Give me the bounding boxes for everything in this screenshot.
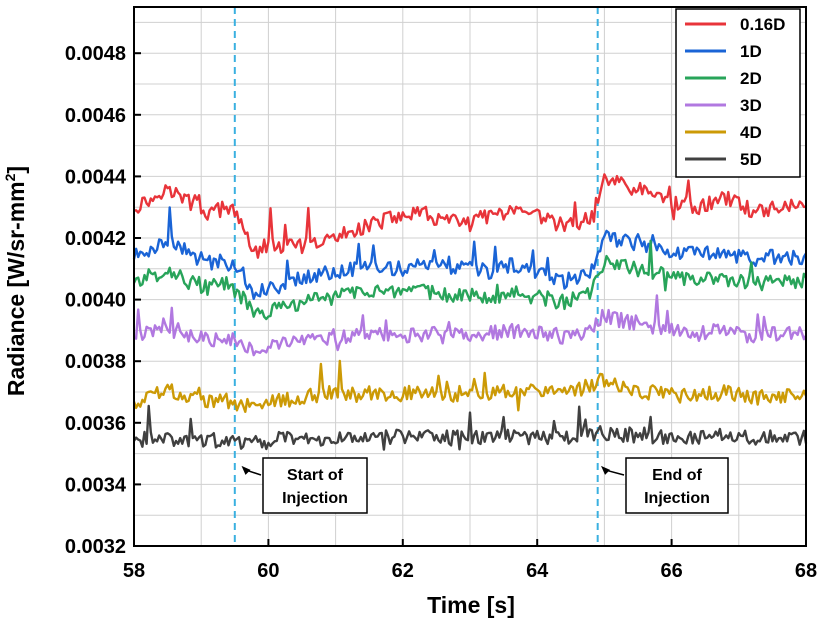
series-line-4D (132, 359, 808, 413)
series-line-3D (133, 294, 808, 357)
y-tick-label: 0.0038 (65, 351, 126, 373)
y-axis-title-end: ] (3, 166, 29, 174)
x-tick-label: 62 (392, 560, 414, 582)
y-tick-label: 0.0046 (65, 105, 126, 127)
x-tick-label: 64 (526, 560, 549, 582)
annotation-line-2: Injection (644, 490, 710, 507)
annotation-line-2: Injection (282, 490, 348, 507)
axis-ticks: 58 60 62 64 66 68 0.0032 0.0034 0.0036 0.0038 0.00… (65, 43, 817, 582)
series-line-5D (132, 404, 808, 451)
legend-label: 3D (740, 96, 762, 115)
y-tick-label: 0.0048 (65, 43, 126, 65)
y-axis-title-sup: 2 (2, 173, 18, 181)
annotation-box (625, 457, 729, 514)
series-lines (132, 173, 808, 451)
y-tick-label: 0.0034 (65, 474, 127, 496)
legend-label: 0.16D (740, 15, 785, 34)
y-tick-label: 0.0042 (65, 228, 126, 250)
annotations: Start of Injection End of Injection (241, 457, 729, 514)
x-tick-label: 68 (795, 560, 817, 582)
x-tick-label: 60 (257, 560, 279, 582)
x-tick-label: 58 (123, 560, 145, 582)
legend-label: 4D (740, 123, 762, 142)
y-axis-title: Radiance [W/sr-mm2] (2, 166, 29, 396)
x-axis-title: Time [s] (427, 592, 515, 618)
y-tick-label: 0.0040 (65, 290, 126, 312)
y-tick-label: 0.0032 (65, 536, 126, 558)
legend-label: 1D (740, 42, 762, 61)
legend-box (675, 8, 801, 178)
annotation-line-1: End of (652, 467, 702, 484)
y-tick-label: 0.0044 (65, 166, 127, 188)
plot-frame (133, 6, 807, 547)
series-line-0-16D (133, 173, 807, 259)
y-axis-title-main: Radiance [W/sr-mm (3, 181, 29, 396)
annotation-arrowhead (601, 465, 611, 475)
x-tick-label: 66 (660, 560, 682, 582)
series-line-2D (132, 239, 808, 321)
annotation-arrowhead (241, 465, 251, 475)
annotation-line-1: Start of (287, 467, 344, 484)
legend-label: 5D (740, 150, 762, 169)
series-line-1D (132, 206, 808, 300)
y-tick-label: 0.0036 (65, 413, 126, 435)
legend-label: 2D (740, 69, 762, 88)
annotation-box (262, 457, 368, 514)
legend: 0.16D 1D 2D 3D 4D 5D (675, 8, 801, 178)
